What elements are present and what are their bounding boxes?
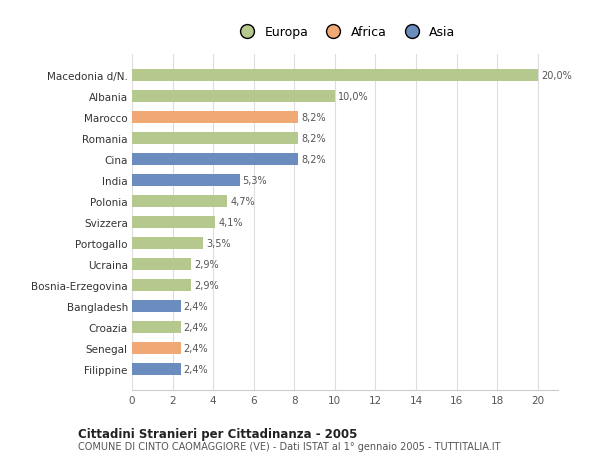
Bar (132, 154, 298, 166)
Text: 10,0%: 10,0% (338, 92, 368, 102)
Text: 8,2%: 8,2% (301, 155, 326, 165)
Text: 8,2%: 8,2% (301, 134, 326, 144)
Bar (132, 112, 298, 123)
Text: 3,5%: 3,5% (206, 239, 230, 248)
Text: 2,4%: 2,4% (184, 302, 208, 311)
Legend: Europa, Africa, Asia: Europa, Africa, Asia (229, 21, 461, 44)
Bar (132, 301, 181, 312)
Text: 2,4%: 2,4% (184, 364, 208, 374)
Bar (132, 91, 335, 103)
Text: Cittadini Stranieri per Cittadinanza - 2005: Cittadini Stranieri per Cittadinanza - 2… (78, 427, 358, 440)
Bar (132, 280, 191, 291)
Text: 2,9%: 2,9% (194, 280, 218, 291)
Bar (132, 133, 298, 145)
Bar (132, 322, 181, 333)
Text: 4,7%: 4,7% (230, 197, 255, 207)
Bar (132, 196, 227, 207)
Bar (132, 259, 191, 270)
Bar (132, 217, 215, 229)
Text: 4,1%: 4,1% (218, 218, 243, 228)
Text: 5,3%: 5,3% (242, 176, 267, 186)
Bar (132, 70, 538, 82)
Bar (132, 342, 181, 354)
Text: COMUNE DI CINTO CAOMAGGIORE (VE) - Dati ISTAT al 1° gennaio 2005 - TUTTITALIA.IT: COMUNE DI CINTO CAOMAGGIORE (VE) - Dati … (78, 441, 500, 451)
Bar (132, 175, 239, 186)
Bar (132, 238, 203, 249)
Text: 2,9%: 2,9% (194, 259, 218, 269)
Text: 2,4%: 2,4% (184, 322, 208, 332)
Text: 20,0%: 20,0% (541, 71, 572, 81)
Text: 8,2%: 8,2% (301, 113, 326, 123)
Text: 2,4%: 2,4% (184, 343, 208, 353)
Bar (132, 364, 181, 375)
